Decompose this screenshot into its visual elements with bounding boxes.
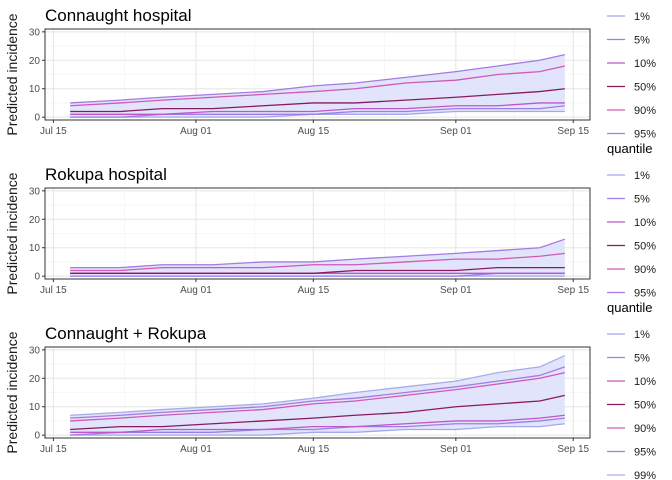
legend-label: 90% bbox=[634, 264, 656, 276]
legend-label: 10% bbox=[634, 58, 656, 70]
quantile-band bbox=[70, 239, 565, 277]
series-line-10pct bbox=[70, 414, 565, 433]
legend-label: 50% bbox=[634, 82, 656, 94]
legend-label: 1% bbox=[634, 329, 650, 341]
series-line-1pct bbox=[70, 423, 565, 436]
panel-title: Connaught hospital bbox=[45, 6, 192, 25]
legend-label: 90% bbox=[634, 423, 656, 435]
series-line-90pct bbox=[70, 371, 565, 422]
y-axis-label: Predicted incidence bbox=[4, 172, 20, 294]
legend-label: 95% bbox=[634, 447, 656, 459]
x-tick-label: Jul 15 bbox=[40, 444, 67, 455]
quantile-band bbox=[70, 355, 565, 436]
x-tick-label: Aug 01 bbox=[180, 444, 212, 455]
x-tick-label: Jul 15 bbox=[40, 285, 67, 296]
legend: quantile 1% 5% 10% 50% 90% 95% bbox=[607, 141, 656, 300]
x-tick-label: Aug 15 bbox=[297, 126, 329, 137]
x-tick-label: Sep 01 bbox=[440, 444, 472, 455]
y-tick-label: 30 bbox=[29, 345, 41, 356]
x-tick-label: Sep 15 bbox=[557, 285, 589, 296]
y-tick-label: 30 bbox=[29, 27, 41, 38]
legend-title: quantile bbox=[607, 141, 653, 156]
panel-title: Rokupa hospital bbox=[45, 165, 167, 184]
legend-label: 5% bbox=[634, 194, 650, 206]
series-line-90pct bbox=[70, 252, 565, 272]
chart-panel-2: Rokupa hospital Predicted incidence 0 10 20 3… bbox=[4, 141, 656, 300]
legend-label: 90% bbox=[634, 105, 656, 117]
x-tick-label: Sep 15 bbox=[557, 444, 589, 455]
legend-label: 1% bbox=[634, 11, 650, 23]
legend: quantile 1% 5% 10% 50% 90% 95% 99% bbox=[607, 300, 656, 480]
legend-label: 95% bbox=[634, 129, 656, 141]
y-axis-label: Predicted incidence bbox=[4, 13, 20, 135]
y-tick-label: 0 bbox=[34, 272, 40, 283]
legend: 1% 5% 10% 50% 90% 95% bbox=[607, 11, 656, 141]
legend-label: 10% bbox=[634, 376, 656, 388]
series-line-50pct bbox=[70, 394, 565, 431]
y-tick-label: 0 bbox=[34, 113, 40, 124]
y-tick-label: 30 bbox=[29, 186, 41, 197]
legend-label: 50% bbox=[634, 400, 656, 412]
y-tick-label: 10 bbox=[29, 402, 41, 413]
x-tick-label: Sep 01 bbox=[440, 285, 472, 296]
x-tick-label: Aug 15 bbox=[297, 285, 329, 296]
series-line-95pct bbox=[70, 366, 566, 419]
y-tick-label: 20 bbox=[29, 374, 41, 385]
series-line-10pct bbox=[70, 102, 565, 115]
series-line-95pct bbox=[70, 53, 565, 104]
x-tick-label: Aug 01 bbox=[180, 285, 212, 296]
panel-title: Connaught + Rokupa bbox=[45, 324, 207, 343]
legend-label: 95% bbox=[634, 288, 656, 300]
y-tick-label: 10 bbox=[29, 84, 41, 95]
y-tick-label: 0 bbox=[34, 431, 40, 442]
y-tick-label: 10 bbox=[29, 243, 41, 254]
x-tick-label: Sep 15 bbox=[557, 126, 589, 137]
legend-title: quantile bbox=[607, 300, 653, 315]
plot-frame bbox=[44, 346, 591, 439]
series-line-1pct bbox=[70, 110, 565, 118]
x-tick-label: Jul 15 bbox=[40, 126, 67, 137]
series-line-50pct bbox=[70, 88, 565, 113]
y-tick-label: 20 bbox=[29, 56, 41, 67]
chart-panel-3: Connaught + Rokupa Predicted incidence 0 10… bbox=[4, 300, 656, 480]
legend-label: 10% bbox=[634, 217, 656, 229]
y-axis-label: Predicted incidence bbox=[4, 331, 20, 453]
x-tick-label: Aug 01 bbox=[180, 126, 212, 137]
plot-frame bbox=[44, 28, 591, 121]
legend-label: 50% bbox=[634, 241, 656, 253]
series-line-90pct bbox=[70, 65, 565, 107]
series-line-95pct bbox=[70, 238, 566, 269]
x-tick-label: Aug 15 bbox=[297, 444, 329, 455]
y-tick-label: 20 bbox=[29, 215, 41, 226]
plot-frame bbox=[44, 187, 591, 280]
series-line-5pct bbox=[70, 417, 565, 436]
legend-label: 5% bbox=[634, 35, 650, 47]
x-tick-label: Sep 01 bbox=[440, 126, 472, 137]
series-line-99pct bbox=[70, 354, 566, 416]
chart-panel-1: Connaught hospital Predicted incidence 0 10… bbox=[4, 6, 656, 141]
series-line-50pct bbox=[70, 266, 565, 274]
legend-label: 5% bbox=[634, 353, 650, 365]
legend-label: 99% bbox=[634, 470, 656, 480]
legend-label: 1% bbox=[634, 170, 650, 182]
